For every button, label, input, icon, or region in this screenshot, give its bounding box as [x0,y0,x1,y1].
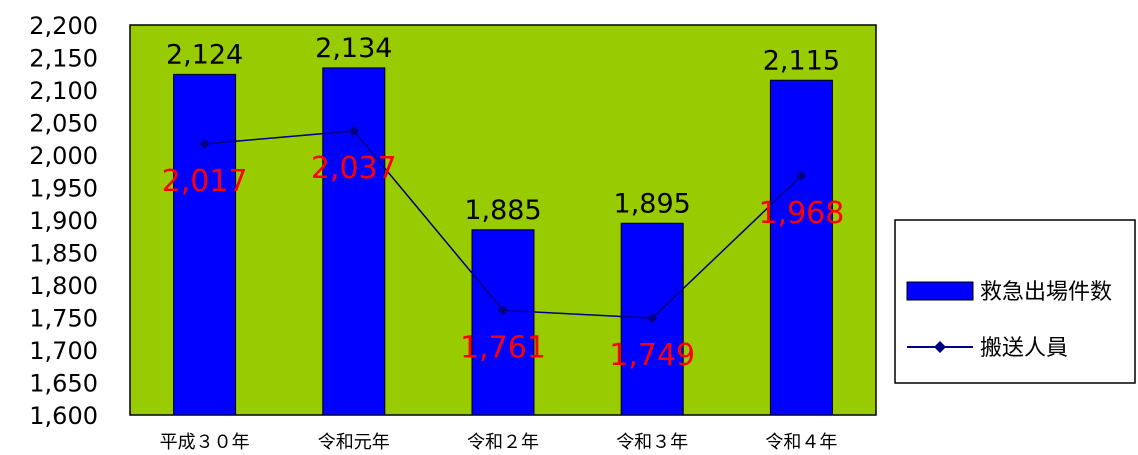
line-data-label: 1,968 [758,196,844,231]
x-category-label: 令和元年 [318,432,390,453]
line-point [647,313,658,324]
bar-data-label: 1,895 [614,188,691,219]
y-tick-label: 1,750 [29,305,98,333]
line-point [498,305,508,316]
bar [173,73,237,416]
x-category-label: 令和４年 [765,432,837,453]
line-data-label: 2,017 [162,164,248,199]
y-tick-label: 2,000 [29,142,98,170]
legend-bar-label: 救急出場件数 [980,280,1112,305]
bar-series: 2,124 2,134 1,885 1,895 2,115 [166,33,840,416]
bar-data-label: 2,115 [763,45,840,76]
legend-bar-swatch [906,281,974,301]
legend: 救急出場件数 搬送人員 [894,219,1136,384]
legend-line-marker [934,341,946,353]
y-tick-label: 1,850 [29,240,98,268]
bar [769,79,833,416]
y-axis: 2,200 2,150 2,100 2,050 2,000 1,950 1,900 1,850… [29,12,98,430]
line-point [199,138,210,149]
y-tick-label: 2,050 [29,110,98,138]
bar-data-label: 2,134 [315,33,392,64]
y-tick-label: 2,200 [29,12,98,40]
bar [620,222,684,416]
line-data-label: 1,761 [460,330,546,365]
bar-data-label: 1,885 [464,195,541,226]
line-series: 2,017 2,037 1,761 1,749 1,968 [162,125,844,373]
line-point [796,170,807,181]
x-axis: 平成３０年 令和元年 令和２年 令和３年 令和４年 [160,432,838,453]
y-tick-label: 1,700 [29,337,98,365]
y-tick-label: 1,800 [29,272,98,300]
line-point [348,125,359,136]
line-data-label: 1,749 [609,338,695,373]
y-tick-label: 1,600 [29,402,98,430]
y-tick-label: 1,650 [29,370,98,398]
legend-box [894,219,1136,384]
y-tick-label: 1,900 [29,207,98,235]
x-category-label: 令和２年 [467,432,539,453]
bar [471,229,535,416]
y-tick-label: 2,150 [29,45,98,73]
y-tick-label: 1,950 [29,175,98,203]
bar [322,67,386,416]
bar-data-label: 2,124 [166,39,243,70]
line-data-label: 2,037 [311,151,397,186]
legend-line-label: 搬送人員 [980,336,1068,361]
x-category-label: 平成３０年 [160,432,250,453]
x-category-label: 令和３年 [616,432,688,453]
y-tick-label: 2,100 [29,77,98,105]
